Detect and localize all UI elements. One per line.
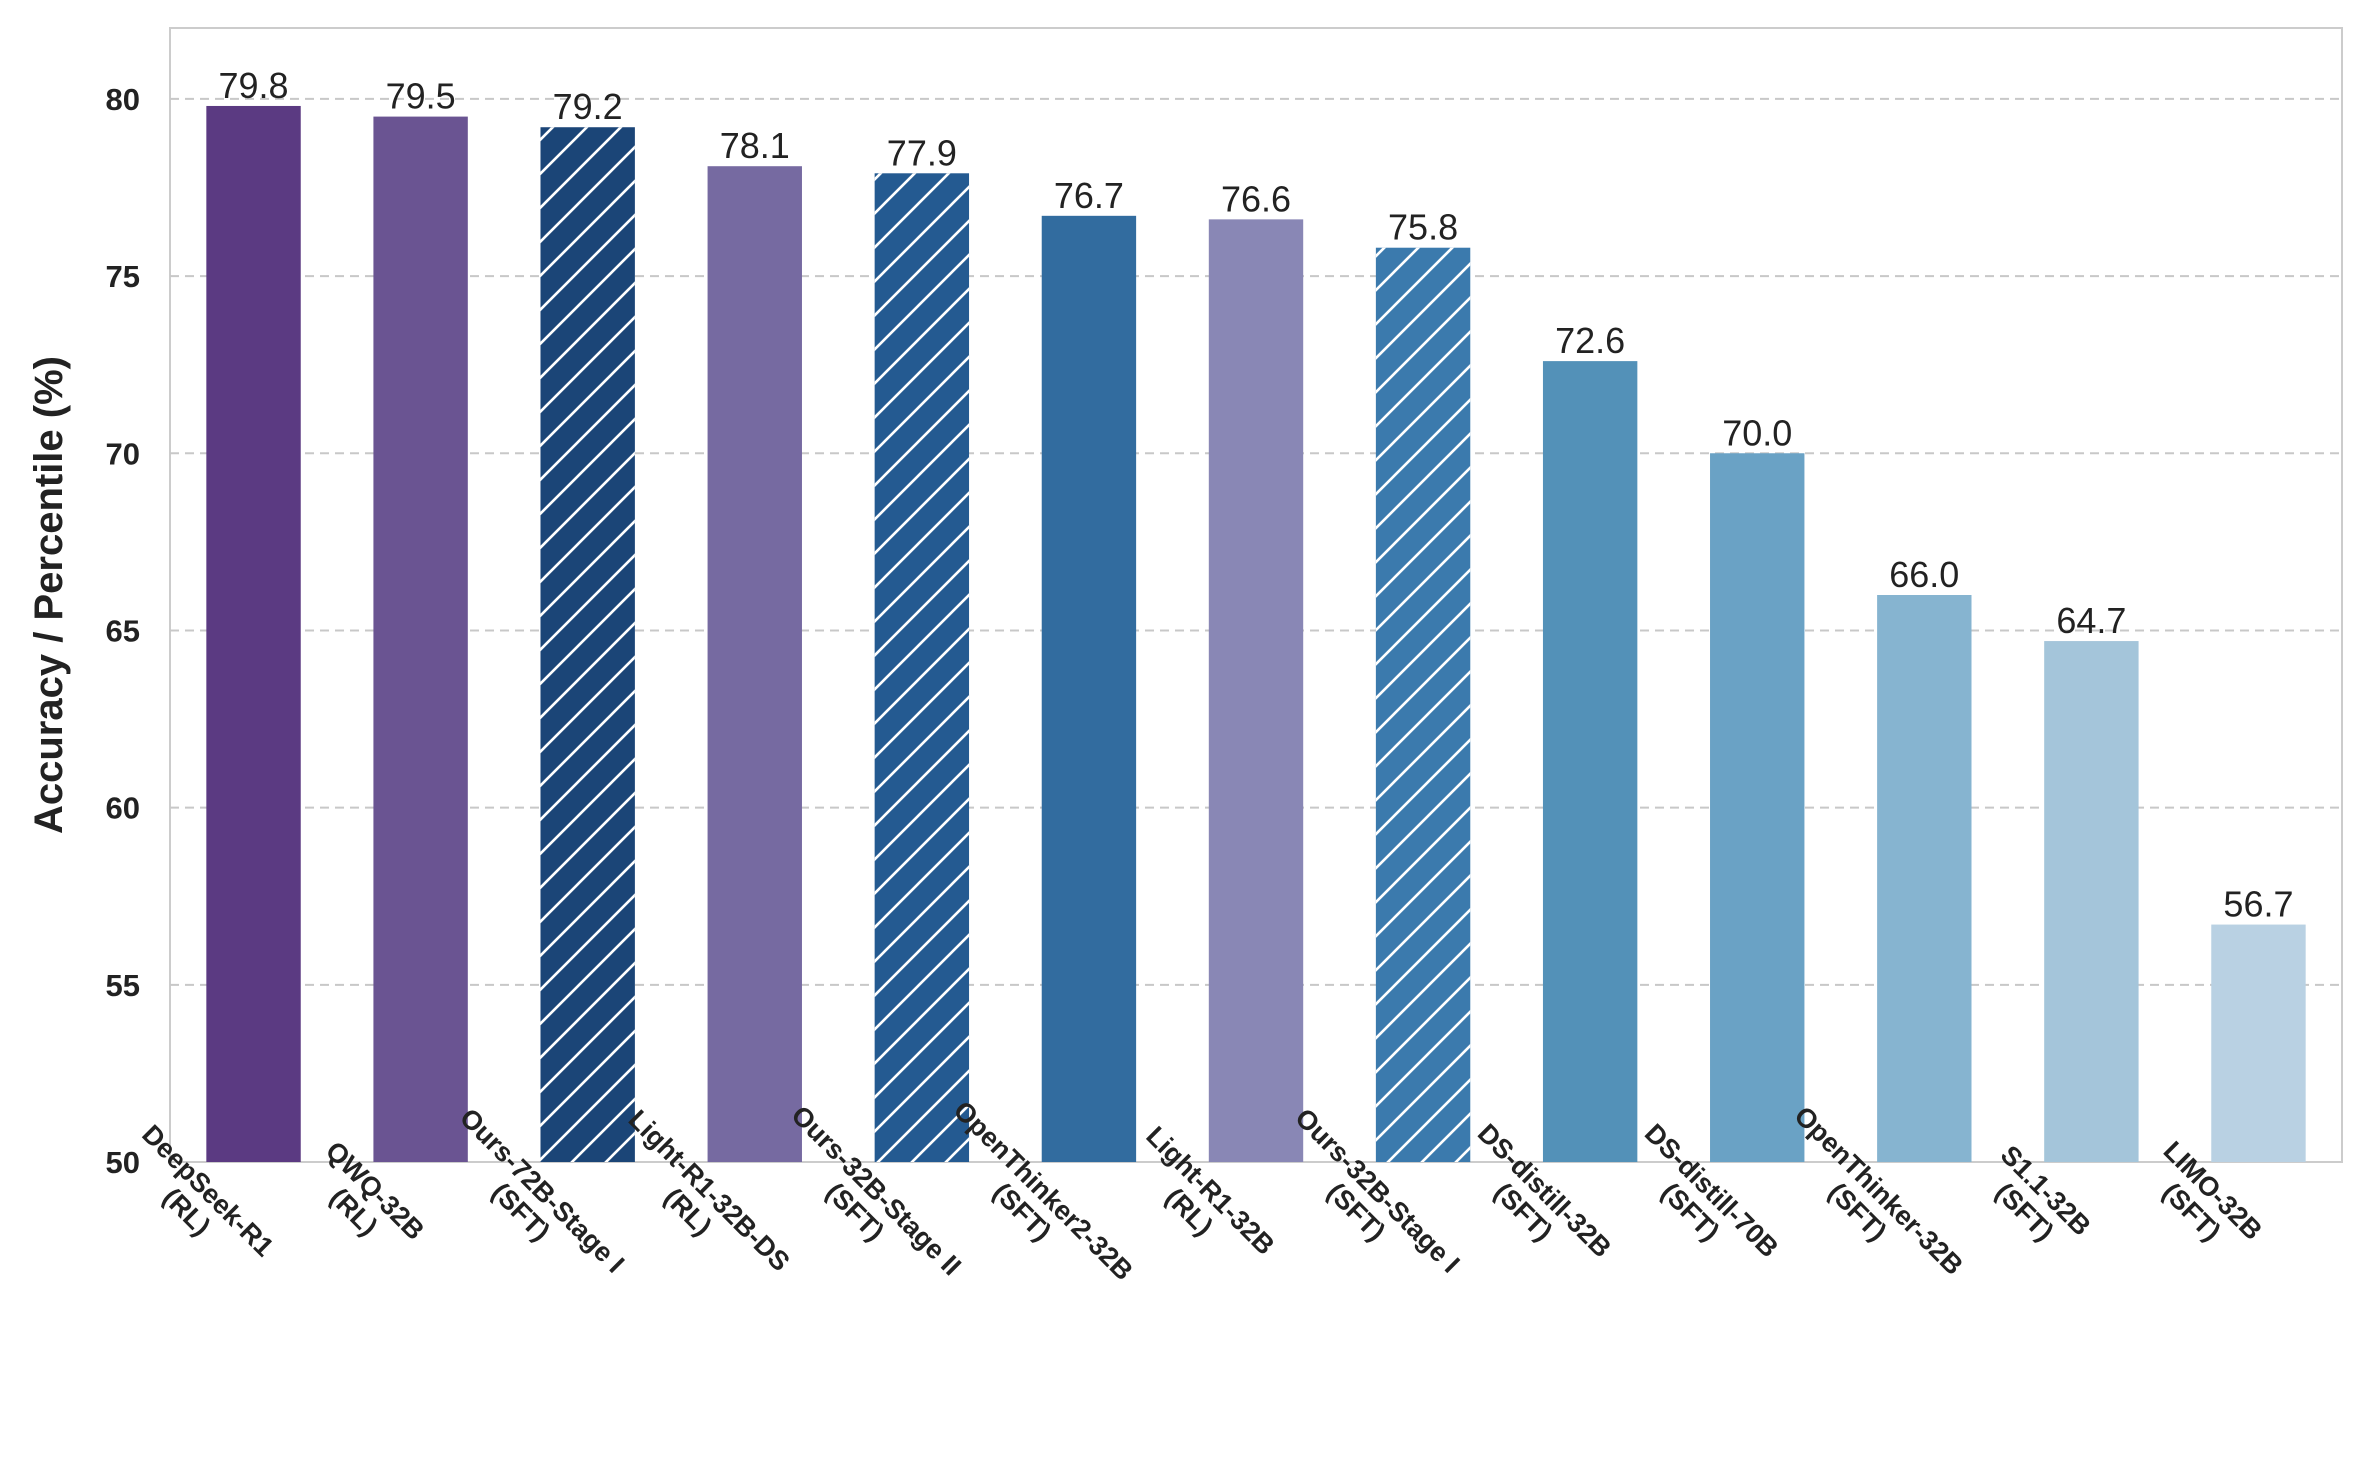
data-label: 66.0 xyxy=(1889,554,1959,595)
y-axis-title: Accuracy / Percentile (%) xyxy=(27,356,71,834)
bar-hatch xyxy=(1375,247,1471,1162)
data-label: 79.8 xyxy=(218,65,288,106)
bar xyxy=(1710,453,1805,1162)
y-tick-label: 80 xyxy=(106,82,140,117)
bar xyxy=(707,166,802,1163)
data-label: 79.5 xyxy=(386,76,456,117)
y-tick-label: 70 xyxy=(106,436,140,471)
y-tick-label: 55 xyxy=(106,968,140,1003)
data-label: 78.1 xyxy=(720,125,790,166)
bar xyxy=(1208,219,1304,1163)
data-label: 76.6 xyxy=(1221,178,1291,219)
bar-hatch xyxy=(540,127,635,1163)
data-label: 75.8 xyxy=(1388,207,1458,248)
data-label: 72.6 xyxy=(1555,320,1625,361)
bar xyxy=(1877,595,1972,1162)
y-tick-label: 60 xyxy=(106,791,140,826)
y-tick-labels: 50 55 60 65 70 75 80 xyxy=(106,82,140,1180)
bar xyxy=(2044,641,2139,1162)
y-tick-label: 50 xyxy=(106,1145,140,1180)
bar-hatch xyxy=(874,173,970,1162)
data-label: 79.2 xyxy=(553,86,623,127)
y-tick-label: 65 xyxy=(106,613,140,648)
bar xyxy=(1542,361,1638,1162)
y-tick-label: 75 xyxy=(106,259,140,294)
bars xyxy=(206,105,2306,1163)
data-label: 77.9 xyxy=(887,132,957,173)
bar xyxy=(373,116,468,1162)
bar xyxy=(206,105,301,1162)
value-labels: 79.8 79.5 79.2 78.1 77.9 76.7 76.6 75.8 72.6 70.0… xyxy=(218,65,2293,925)
data-label: 76.7 xyxy=(1054,175,1124,216)
data-label: 70.0 xyxy=(1722,412,1792,453)
data-label: 64.7 xyxy=(2056,600,2126,641)
bar xyxy=(1041,215,1137,1163)
bar xyxy=(2211,924,2306,1162)
data-label: 56.7 xyxy=(2223,884,2293,925)
